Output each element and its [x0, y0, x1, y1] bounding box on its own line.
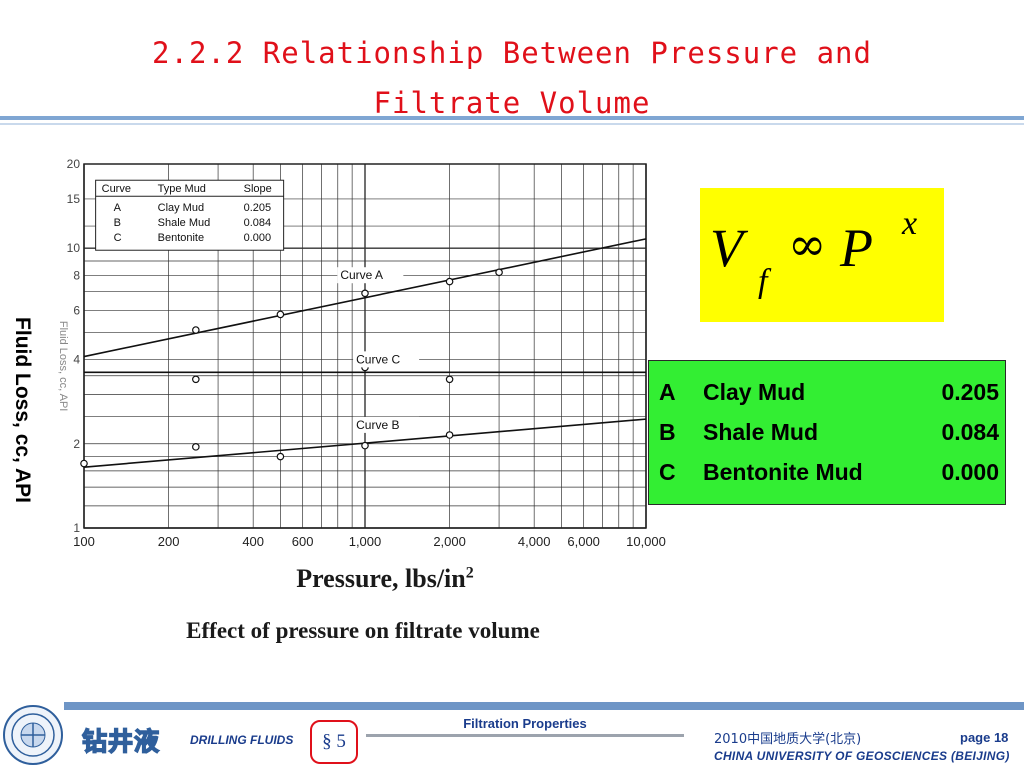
- formula-graphic: V f ∞ P x: [710, 205, 917, 300]
- formula-rhs: P: [839, 218, 873, 278]
- inset-table-frame: [95, 179, 285, 251]
- inset-table-cell: 0.000: [244, 232, 272, 244]
- x-tick-label: 2,000: [433, 534, 466, 549]
- x-tick-label: 600: [292, 534, 314, 549]
- footer-bar: [64, 702, 1024, 710]
- data-point: [445, 431, 454, 439]
- inset-table-header: Type Mud: [158, 183, 206, 195]
- inset-table-cell: Clay Mud: [158, 202, 204, 214]
- inset-table-header: Slope: [244, 183, 272, 195]
- x-tick-label: 4,000: [518, 534, 551, 549]
- y-tick-label: 6: [73, 303, 80, 317]
- series-label: Curve A: [340, 268, 383, 282]
- course-name: DRILLING FLUIDS: [190, 733, 294, 747]
- legend-slope-value: 0.205: [941, 379, 999, 405]
- x-axis-title: Pressure, lbs/in2: [0, 564, 770, 594]
- y-tick-label: 20: [67, 157, 81, 171]
- data-point: [192, 375, 200, 384]
- page-number: page 18: [960, 730, 1009, 745]
- formula-relation: ∞: [788, 217, 826, 271]
- title-divider: [0, 116, 1024, 120]
- legend-row-b: B Shale Mud 0.084: [649, 419, 1007, 449]
- legend-mud-name: Shale Mud: [703, 419, 819, 445]
- formula-lhs: V: [710, 218, 749, 278]
- university-name-cn: 2010中国地质大学(北京): [714, 732, 862, 747]
- data-point: [192, 443, 200, 451]
- y-tick-label: 2: [73, 437, 80, 451]
- x-axis-title-text: Pressure, lbs/in: [296, 564, 466, 593]
- university-logo: [3, 705, 63, 765]
- series-label-bg: [337, 267, 404, 284]
- x-tick-label: 200: [158, 534, 180, 549]
- data-point: [495, 268, 503, 277]
- formula-lhs-subscript: f: [758, 263, 772, 300]
- inset-table-cell: B: [114, 217, 121, 229]
- legend-curve-label: C: [659, 459, 676, 485]
- data-point: [361, 289, 369, 298]
- inset-table-cell: C: [114, 232, 122, 244]
- figure-caption: Effect of pressure on filtrate volume: [186, 618, 540, 643]
- inset-table-cell: Bentonite: [158, 232, 204, 244]
- y-axis-title: Fluid Loss, cc, API: [11, 317, 34, 503]
- chart-area: 100 200 400 600 1,000 2,000 4,000 6,000 10,000 1 2…: [44, 150, 674, 560]
- data-point: [276, 310, 285, 319]
- data-point: [192, 326, 200, 334]
- data-point: [445, 375, 454, 384]
- inset-table-cell: Shale Mud: [158, 217, 211, 229]
- pressure-filtrate-chart: 100 200 400 600 1,000 2,000 4,000 6,000 10,000 1 2…: [57, 157, 666, 549]
- inset-table-cell: A: [114, 202, 122, 214]
- legend-curve-label: A: [659, 379, 676, 405]
- inset-table-cell: 0.084: [244, 217, 272, 229]
- x-tick-label: 6,000: [567, 534, 600, 549]
- title-divider-shadow: [0, 123, 1024, 125]
- slide-title-line1: 2.2.2 Relationship Between Pressure and: [152, 36, 872, 70]
- series-label-bg: [353, 351, 420, 368]
- y-axis-label-faded: Fluid Loss, cc, API: [57, 321, 69, 411]
- legend-mud-name: Clay Mud: [703, 379, 806, 405]
- formula-box: V f ∞ P x: [700, 188, 944, 322]
- legend-row-c: C Bentonite Mud 0.000: [649, 459, 1007, 489]
- inset-table-header: Curve: [102, 183, 131, 195]
- slide-title: 2.2.2 Relationship Between Pressure and …: [0, 28, 1024, 128]
- series-label: Curve C: [356, 352, 400, 366]
- legend-slope-value: 0.084: [941, 419, 999, 445]
- legend-row-a: A Clay Mud 0.205: [649, 379, 1007, 409]
- slope-legend: A Clay Mud 0.205 B Shale Mud 0.084 C Ben…: [648, 360, 1006, 505]
- data-point: [80, 459, 88, 468]
- topic-underline: [366, 734, 684, 737]
- plot-frame: [83, 163, 647, 529]
- x-tick-label: 10,000: [626, 534, 666, 549]
- legend-slope-value: 0.000: [941, 459, 999, 485]
- course-brand-cn: 钻井液: [81, 726, 161, 757]
- slide-title-line2: Filtrate Volume: [373, 86, 651, 120]
- x-tick-label: 1,000: [349, 534, 382, 549]
- legend-curve-label: B: [659, 419, 676, 445]
- y-tick-label: 10: [67, 241, 81, 255]
- section-badge: § 5: [310, 720, 358, 764]
- legend-mud-name: Bentonite Mud: [703, 459, 863, 485]
- series-label: Curve B: [356, 418, 399, 432]
- topic-label: Filtration Properties: [463, 716, 587, 731]
- y-tick-label: 8: [73, 268, 80, 282]
- x-axis-unit-superscript: 2: [465, 564, 474, 582]
- x-tick-label: 400: [242, 534, 264, 549]
- y-tick-label: 15: [67, 192, 81, 206]
- inset-table-cell: 0.205: [244, 202, 272, 214]
- y-tick-label: 1: [73, 521, 80, 535]
- y-tick-label: 4: [73, 353, 80, 367]
- data-point: [445, 277, 454, 286]
- formula-rhs-superscript: x: [901, 205, 917, 242]
- x-tick-label: 100: [73, 534, 95, 549]
- series-line: [83, 238, 647, 358]
- university-name-en: CHINA UNIVERSITY OF GEOSCIENCES (BEIJING…: [714, 749, 1010, 763]
- data-point: [361, 441, 369, 450]
- data-point: [276, 452, 285, 461]
- series-label-bg: [353, 416, 420, 433]
